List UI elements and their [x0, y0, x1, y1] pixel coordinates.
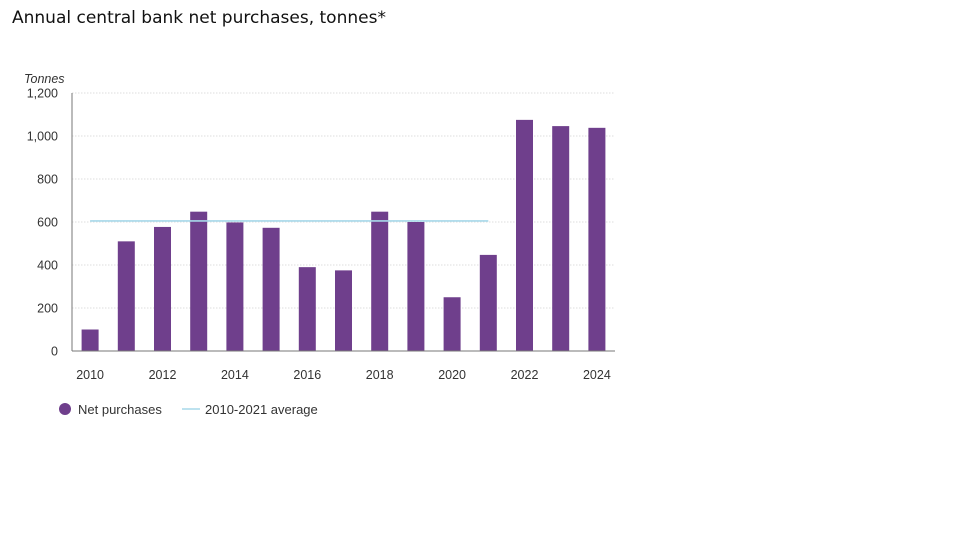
x-tick-label: 2012 [149, 368, 177, 382]
x-tick-label: 2022 [511, 368, 539, 382]
y-tick-label: 200 [37, 302, 58, 316]
x-tick-label: 2016 [293, 368, 321, 382]
bar-2020 [443, 297, 461, 351]
bar-2022 [516, 119, 533, 351]
bar-2014 [226, 222, 244, 351]
legend-label-average: 2010-2021 average [205, 402, 318, 417]
x-tick-label: 2024 [583, 368, 611, 382]
y-axis-unit-label: Tonnes [24, 72, 65, 86]
y-tick-label: 0 [51, 345, 58, 359]
y-tick-label: 800 [37, 173, 58, 187]
x-tick-label: 2020 [438, 368, 466, 382]
x-axis-ticks: 2010 2012 2014 2016 2018 2020 2022 2024 [76, 368, 611, 382]
x-tick-label: 2014 [221, 368, 249, 382]
bar-2016 [298, 267, 316, 351]
bar-2010 [81, 329, 99, 351]
bar-2023 [552, 126, 570, 351]
bar-2018 [371, 211, 389, 351]
bar-2015 [262, 227, 280, 351]
bar-2011 [117, 241, 135, 351]
page-title: Annual central bank net purchases, tonne… [12, 8, 386, 28]
legend-label-net-purchases: Net purchases [78, 402, 162, 417]
y-tick-label: 1,000 [27, 130, 58, 144]
y-axis-ticks: 0 200 400 600 800 1,000 1,200 [27, 87, 58, 359]
y-tick-label: 1,200 [27, 87, 58, 101]
bar-2013 [190, 211, 208, 351]
x-tick-label: 2018 [366, 368, 394, 382]
axes [71, 93, 615, 352]
legend-marker-net-purchases [59, 403, 71, 415]
y-tick-label: 600 [37, 216, 58, 230]
x-tick-label: 2010 [76, 368, 104, 382]
bar-2012 [154, 226, 171, 351]
legend: Net purchases 2010-2021 average [59, 402, 318, 417]
bar-2017 [335, 270, 352, 351]
bar-2021 [479, 254, 497, 351]
bar-2024 [588, 127, 606, 351]
bars [81, 119, 606, 351]
bar-2019 [407, 222, 425, 351]
y-tick-label: 400 [37, 259, 58, 273]
